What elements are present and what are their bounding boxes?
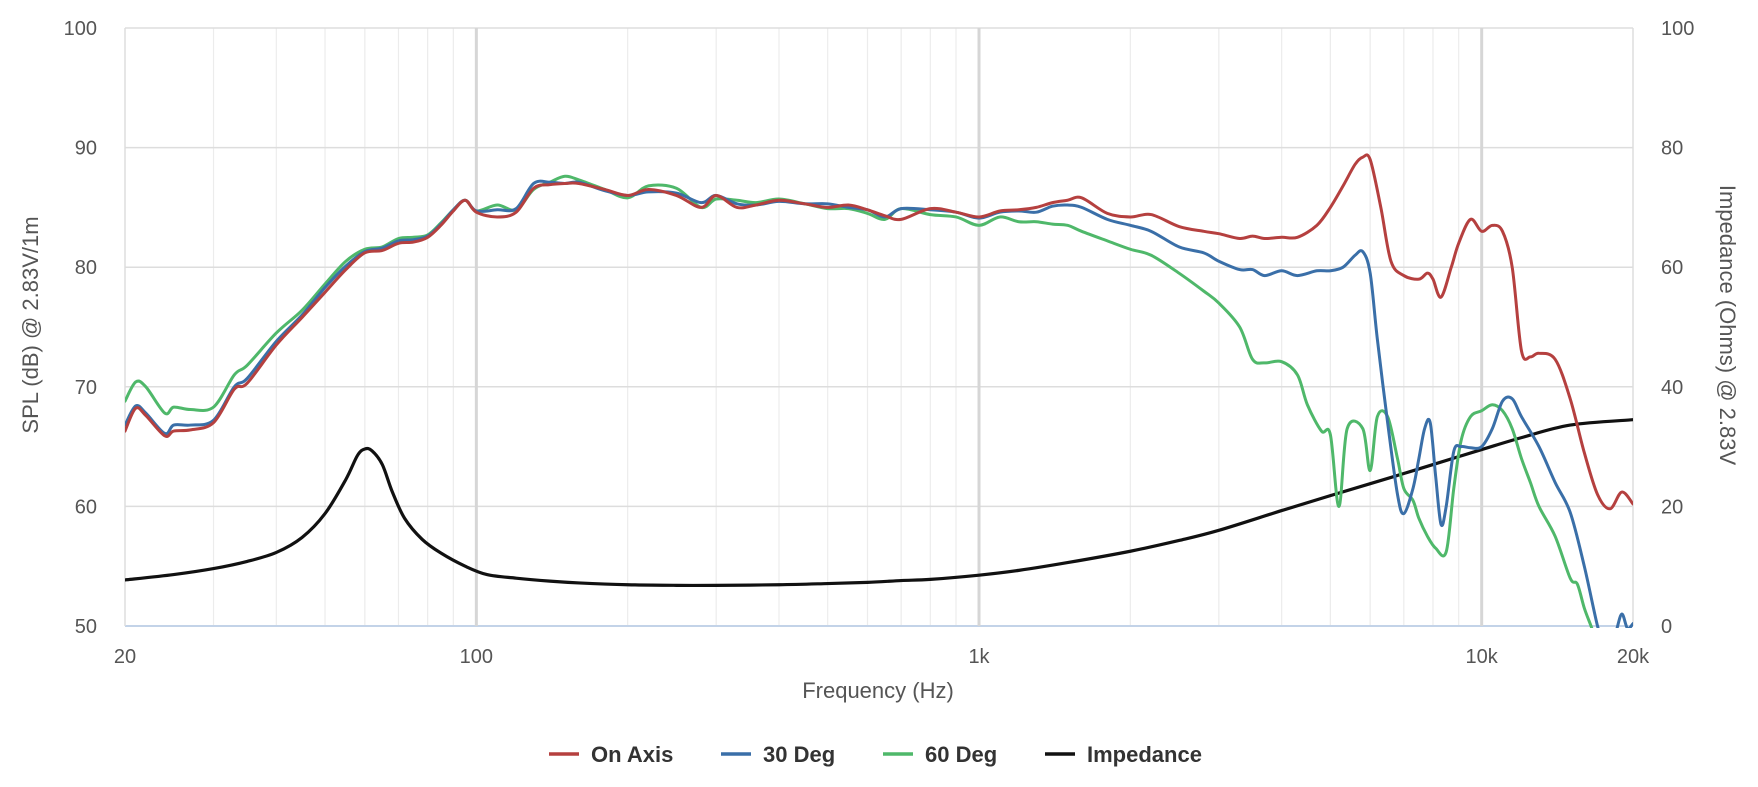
y-axis-title: SPL (dB) @ 2.83V/1m xyxy=(18,216,43,433)
major-gridlines xyxy=(124,27,1634,627)
y2-tick-label: 0 xyxy=(1661,616,1672,638)
y2-tick-label: 100 xyxy=(1661,18,1694,40)
y2-axis-title: Impedance (Ohms) @ 2.83V xyxy=(1715,185,1740,466)
series-line-impedance xyxy=(125,418,1633,588)
y2-tick-label: 40 xyxy=(1661,377,1683,399)
data-series xyxy=(125,153,1633,628)
legend-label: 30 Deg xyxy=(763,742,835,767)
x-tick-label: 20k xyxy=(1617,646,1650,668)
legend: On Axis 30 Deg 60 Deg Impedance xyxy=(549,742,1202,767)
legend-label: On Axis xyxy=(591,742,673,767)
legend-label: Impedance xyxy=(1087,742,1202,767)
x-tick-label: 100 xyxy=(460,646,493,668)
legend-item-60-deg: 60 Deg xyxy=(883,742,997,767)
y-tick-label: 100 xyxy=(64,18,97,40)
minor-gridlines xyxy=(212,28,1460,626)
legend-item-30-deg: 30 Deg xyxy=(721,742,835,767)
x-tick-label: 20 xyxy=(114,646,136,668)
legend-item-on-axis: On Axis xyxy=(549,742,673,767)
y2-tick-label: 20 xyxy=(1661,496,1683,518)
legend-item-impedance: Impedance xyxy=(1045,742,1202,767)
y2-tick-label: 80 xyxy=(1661,138,1683,160)
x-tick-label: 1k xyxy=(968,646,990,668)
y-tick-label: 50 xyxy=(75,616,97,638)
series-line-60-deg xyxy=(125,174,1594,628)
y-tick-label: 80 xyxy=(75,257,97,279)
y-tick-label: 90 xyxy=(75,138,97,160)
y-tick-label: 70 xyxy=(75,377,97,399)
series-line-30-deg xyxy=(125,179,1633,628)
x-tick-label: 10k xyxy=(1466,646,1499,668)
tick-labels: 20 100 1k 10k 20k 50 60 70 80 90 100 0 20 40 60 80 100 xyxy=(64,18,1695,668)
legend-label: 60 Deg xyxy=(925,742,997,767)
y2-tick-label: 60 xyxy=(1661,257,1683,279)
series-line-on-axis xyxy=(125,153,1633,511)
x-axis-title: Frequency (Hz) xyxy=(802,678,954,703)
y-tick-label: 60 xyxy=(75,496,97,518)
